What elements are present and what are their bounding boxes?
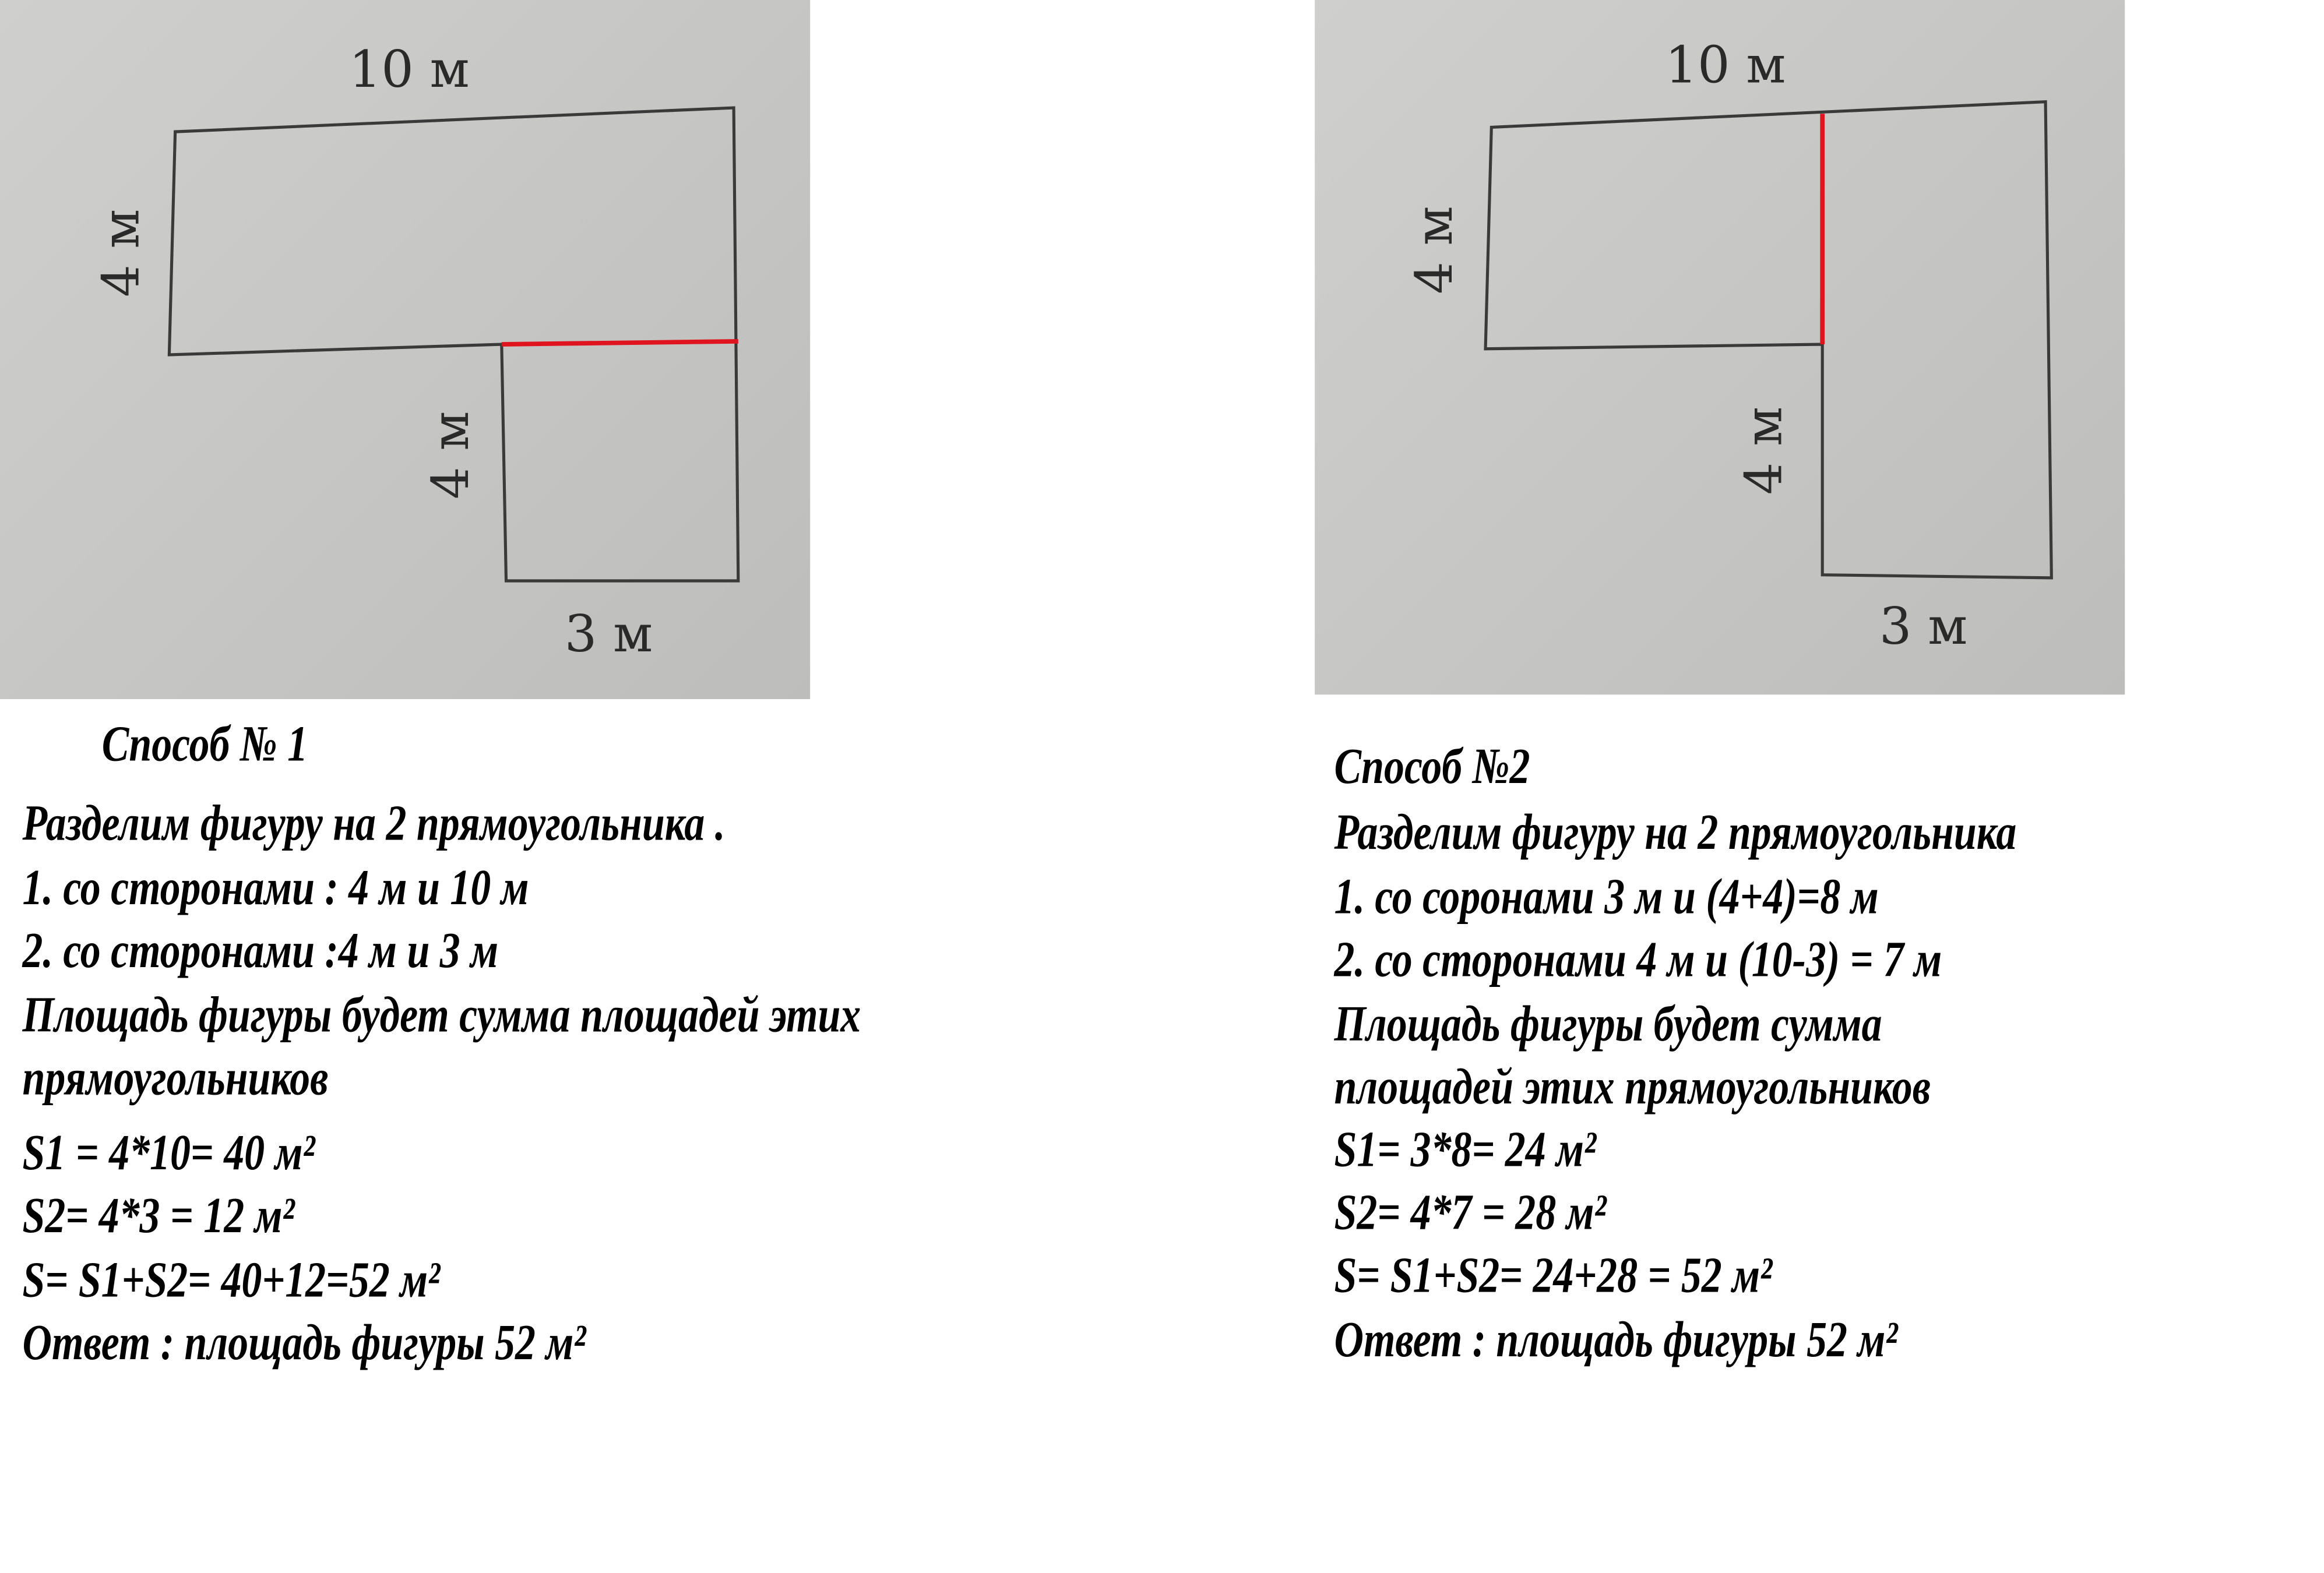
solution-line: 2. со сторонами :4 м и 3 м: [22, 923, 499, 979]
method-2-title: Способ №2: [1334, 739, 1530, 795]
solution-line: S= S1+S2= 40+12=52 м²: [22, 1253, 441, 1309]
figure-photo-method-2: 10 м 4 м 4 м 3 м: [1315, 0, 2125, 695]
solution-line: 1. со соронами 3 м и (4+4)=8 м: [1334, 869, 1879, 926]
figure-photo-method-1: 10 м 4 м 4 м 3 м: [0, 0, 811, 700]
label-left: 4 м: [91, 209, 152, 297]
red-divider-line: [501, 339, 738, 347]
label-top: 10 м: [348, 40, 470, 101]
l-shape-figure-2: [1484, 100, 2053, 580]
solution-line: Площадь фигуры будет сумма: [1334, 997, 1882, 1053]
solution-line: S1 = 4*10= 40 м²: [22, 1126, 315, 1181]
solution-line: Разделим фигуру на 2 прямоугольника .: [22, 796, 726, 852]
answer-line: Ответ : площадь фигуры 52 м²: [1334, 1313, 1898, 1369]
answer-line: Ответ : площадь фигуры 52 м²: [22, 1315, 586, 1371]
label-left: 4 м: [1405, 206, 1466, 294]
method-1-title: Способ № 1: [101, 717, 308, 773]
solution-line: прямоугольников: [22, 1050, 329, 1106]
figure-outline: [167, 106, 740, 583]
figure-outline: [1484, 100, 2053, 580]
solution-line: S= S1+S2= 24+28 = 52 м²: [1334, 1248, 1773, 1304]
label-bottom: 3 м: [1879, 597, 1968, 658]
solution-line: 1. со сторонами : 4 м и 10 м: [22, 860, 529, 916]
solution-line: 2. со сторонами 4 м и (10-3) = 7 м: [1334, 932, 1942, 988]
solution-line: Площадь фигуры будет сумма площадей этих: [22, 987, 861, 1044]
solution-line: Разделим фигуру на 2 прямоугольника: [1334, 805, 2017, 861]
label-bottom: 3 м: [564, 605, 653, 665]
solution-line: S2= 4*3 = 12 м²: [22, 1188, 295, 1244]
l-shape-figure-1: [167, 106, 740, 583]
label-inner: 4 м: [1734, 406, 1795, 495]
solution-line: площадей этих прямоугольников: [1334, 1060, 1931, 1116]
label-inner: 4 м: [421, 411, 481, 499]
solution-line: S1= 3*8= 24 м²: [1334, 1123, 1597, 1179]
solution-line: S2= 4*7 = 28 м²: [1334, 1186, 1607, 1242]
label-top: 10 м: [1665, 36, 1786, 96]
